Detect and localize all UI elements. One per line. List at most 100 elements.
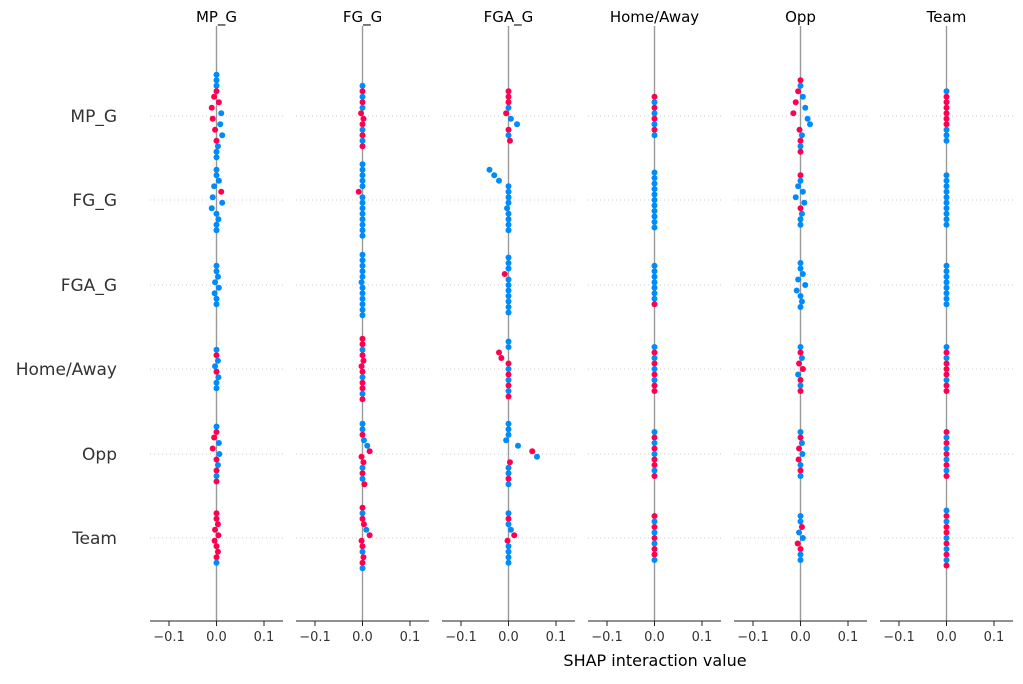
data-point-4-1-4 [792, 194, 799, 201]
data-point-0-0-5 [215, 99, 222, 106]
data-point-4-2-2 [799, 271, 806, 277]
data-point-5-3-1 [943, 349, 950, 356]
data-point-0-0-6 [208, 104, 215, 111]
data-point-2-2-7 [505, 293, 512, 299]
data-point-0-3-6 [213, 379, 220, 386]
data-point-2-0-3 [505, 104, 512, 111]
data-point-1-0-3 [359, 99, 366, 106]
data-point-5-4-0 [943, 429, 950, 435]
data-point-2-2-9 [505, 304, 512, 310]
data-point-0-3-1 [213, 352, 220, 359]
data-point-4-0-11 [797, 137, 804, 144]
data-point-3-0-5 [651, 121, 658, 128]
data-point-2-5-4 [511, 532, 518, 539]
data-point-4-0-8 [807, 121, 813, 128]
data-point-2-2-1 [505, 260, 512, 266]
panel-title-5: Team [926, 8, 967, 26]
data-point-0-2-0 [213, 262, 220, 269]
data-point-5-5-9 [943, 557, 950, 563]
data-point-3-0-2 [651, 104, 658, 111]
data-point-2-3-2 [496, 349, 502, 356]
data-point-4-4-0 [797, 429, 804, 435]
data-point-4-3-7 [797, 382, 804, 389]
data-point-3-3-4 [651, 366, 658, 372]
data-point-5-5-5 [943, 535, 950, 541]
data-point-2-5-0 [505, 510, 512, 517]
data-point-4-0-9 [796, 126, 803, 133]
data-point-3-5-2 [651, 524, 658, 530]
data-point-3-4-8 [651, 473, 658, 479]
data-point-2-3-5 [505, 366, 512, 372]
data-point-1-3-4 [360, 357, 367, 364]
data-point-0-1-3 [211, 183, 218, 190]
data-point-0-3-0 [213, 346, 220, 353]
data-point-1-3-0 [359, 335, 366, 342]
data-point-3-0-7 [651, 132, 658, 139]
data-point-5-5-6 [943, 540, 950, 547]
panel-title-2: FGA_G [484, 8, 534, 27]
data-point-0-4-6 [213, 456, 220, 463]
data-point-1-0-5 [358, 110, 365, 117]
data-point-5-5-2 [943, 518, 950, 525]
data-point-2-4-2 [505, 431, 512, 438]
data-point-3-4-3 [651, 445, 658, 452]
data-point-1-2-10 [359, 306, 366, 313]
data-point-2-2-4 [505, 276, 512, 283]
data-point-2-1-2 [496, 177, 502, 184]
data-point-2-0-7 [505, 126, 512, 133]
data-point-5-0-6 [943, 121, 950, 128]
data-point-1-0-7 [359, 121, 366, 128]
data-point-5-4-2 [943, 440, 950, 446]
data-point-5-0-2 [943, 99, 950, 106]
x-tick-label-1-1: 0.0 [352, 630, 373, 645]
data-point-1-2-2 [359, 262, 366, 269]
data-point-0-0-2 [213, 82, 220, 89]
panel-title-0: MP_G [196, 8, 237, 27]
data-point-4-3-1 [797, 349, 804, 356]
x-tick-label-1-0: −0.1 [299, 630, 331, 645]
x-tick-label-2-0: −0.1 [445, 630, 477, 645]
data-point-4-2-5 [793, 287, 800, 294]
data-point-3-3-1 [651, 349, 658, 356]
data-point-1-2-0 [359, 251, 366, 258]
data-point-1-4-5 [366, 448, 373, 455]
data-point-1-2-5 [358, 279, 365, 286]
data-point-2-5-7 [505, 548, 512, 555]
data-point-1-5-8 [359, 548, 366, 555]
data-point-0-4-4 [209, 445, 216, 452]
data-point-3-4-7 [651, 467, 658, 474]
data-point-5-0-9 [943, 137, 950, 144]
data-point-4-2-4 [802, 282, 809, 288]
data-point-4-3-3 [796, 360, 803, 367]
data-point-0-0-9 [217, 121, 224, 128]
data-point-5-0-3 [943, 104, 950, 111]
data-point-1-4-2 [359, 431, 366, 438]
data-point-5-1-0 [943, 172, 950, 179]
data-point-3-1-8 [651, 213, 658, 220]
data-point-3-3-7 [651, 382, 658, 389]
data-point-1-1-0 [359, 161, 366, 168]
data-point-4-0-4 [792, 99, 799, 106]
data-point-3-1-6 [651, 202, 658, 209]
data-point-2-2-8 [505, 298, 512, 305]
data-point-1-1-9 [359, 210, 366, 217]
data-point-0-0-0 [213, 71, 220, 78]
data-point-5-1-5 [943, 199, 950, 206]
data-point-2-5-2 [505, 521, 512, 528]
data-point-0-5-5 [211, 537, 218, 544]
data-point-5-1-2 [943, 183, 950, 190]
data-point-4-0-0 [797, 77, 804, 84]
x-tick-label-3-0: −0.1 [591, 630, 623, 645]
data-point-1-1-8 [359, 205, 366, 212]
data-point-2-1-7 [504, 205, 511, 212]
data-point-2-3-6 [505, 371, 512, 378]
data-point-0-1-8 [213, 210, 220, 217]
data-point-5-2-7 [943, 301, 950, 308]
data-point-1-3-2 [359, 346, 366, 353]
data-point-5-2-0 [943, 262, 950, 269]
data-point-2-4-10 [505, 475, 512, 482]
data-point-1-1-2 [359, 172, 366, 179]
data-point-2-1-0 [486, 166, 493, 173]
data-point-3-4-0 [651, 429, 658, 435]
